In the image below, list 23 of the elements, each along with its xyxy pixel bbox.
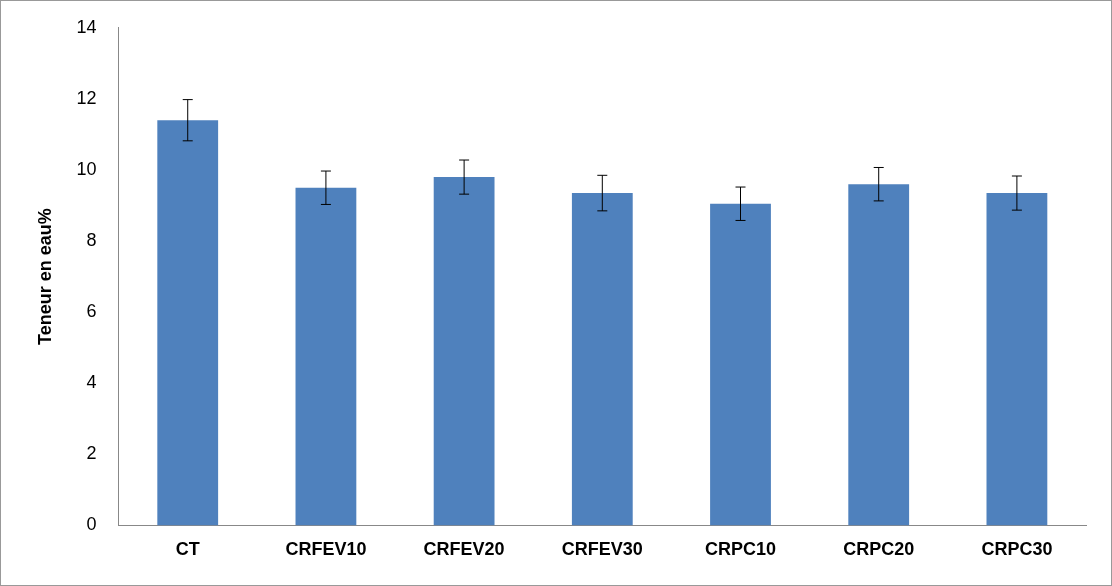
bar [986, 193, 1048, 526]
bar [571, 193, 633, 526]
x-tick-label: CRFEV10 [285, 539, 367, 560]
bar [848, 184, 910, 526]
y-tick-label: 4 [86, 372, 97, 393]
bar [295, 187, 357, 526]
y-tick-label: 12 [76, 87, 97, 108]
x-tick-label: CRFEV30 [561, 539, 643, 560]
x-tick-label: CRPC30 [981, 539, 1053, 560]
x-tick-label: CRPC10 [704, 539, 777, 560]
y-tick-label: 10 [76, 158, 97, 179]
bar [710, 203, 771, 526]
y-tick-label: 14 [76, 16, 97, 37]
x-tick-label: CRPC20 [843, 539, 915, 560]
y-tick-label: 6 [86, 301, 97, 322]
y-tick-label: 2 [86, 443, 97, 464]
bar [157, 120, 219, 526]
y-tick-label: 0 [86, 514, 97, 535]
y-axis-title: Teneur en eau% [34, 208, 55, 345]
x-tick-label: CRFEV20 [423, 539, 505, 560]
bar [433, 177, 495, 526]
x-tick-label: CT [175, 539, 200, 560]
y-tick-label: 8 [86, 230, 97, 251]
